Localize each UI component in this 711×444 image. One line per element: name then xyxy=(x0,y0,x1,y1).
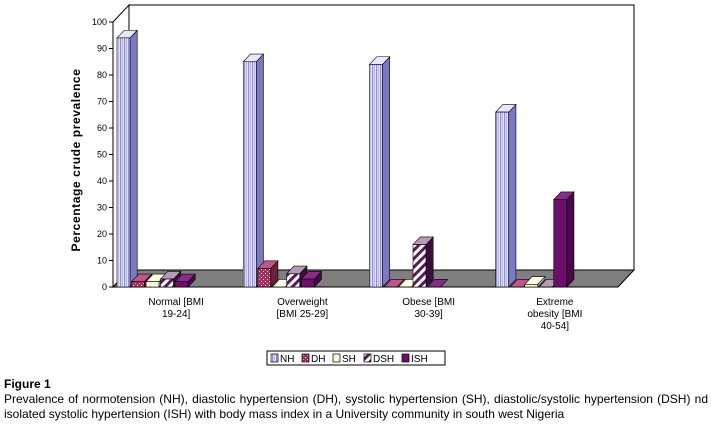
legend-swatch-dsh xyxy=(363,353,372,363)
legend-box xyxy=(266,350,446,366)
legend-label-dsh: DSH xyxy=(373,354,394,365)
y-tick-label: 20 xyxy=(97,229,107,239)
bar-nh-0 xyxy=(116,29,138,288)
legend-label-dh: DH xyxy=(311,354,325,365)
category-label-1: Overweight [BMI 25-29] xyxy=(277,297,329,320)
bar-ish-3 xyxy=(553,191,575,288)
legend-label-sh: SH xyxy=(342,354,356,365)
y-axis: 0 10 20 30 40 50 60 70 80 90 100 xyxy=(92,17,114,292)
y-tick-label: 30 xyxy=(97,203,107,213)
y-tick-label: 100 xyxy=(92,17,107,27)
y-tick-label: 40 xyxy=(97,176,107,186)
caption-title: Figure 1 xyxy=(4,377,51,391)
legend-swatch-sh xyxy=(332,353,341,363)
bars xyxy=(116,29,575,288)
figure-caption: Figure 1 Prevalence of normotension (NH)… xyxy=(4,377,708,422)
bar-dsh-2 xyxy=(412,236,434,288)
category-label-3: Extreme obesity [BMI 40-54] xyxy=(527,297,582,332)
legend-swatch-dh xyxy=(301,353,310,363)
bar-dh-1 xyxy=(257,260,279,288)
bar-ish-2 xyxy=(426,279,449,288)
y-tick-label: 0 xyxy=(102,282,107,292)
y-axis-label: Percentage crude prevalence xyxy=(69,69,83,252)
y-tick-label: 10 xyxy=(97,256,107,266)
bar-dh-2 xyxy=(383,279,405,288)
y-tick-label: 60 xyxy=(97,123,107,133)
bar-ish-1 xyxy=(300,270,323,288)
legend: NH DH SH DSH ISH xyxy=(266,350,446,366)
bar-ish-0 xyxy=(174,273,196,288)
bar-nh-1 xyxy=(242,53,265,288)
legend-label-ish: ISH xyxy=(411,354,428,365)
bar-sh-3 xyxy=(524,275,546,288)
y-tick-label: 50 xyxy=(97,150,107,160)
category-label-2: Obese [BMI 30-39] xyxy=(402,297,455,320)
y-tick-label: 80 xyxy=(97,70,107,80)
chart: 0 10 20 30 40 50 60 70 80 90 100 Normal [BMI 19-24]… xyxy=(69,3,636,366)
caption-text: Prevalence of normotension (NH), diastol… xyxy=(4,392,708,421)
x-axis-labels: Normal [BMI 19-24] Overweight [BMI 25-29] Ob… xyxy=(148,297,582,332)
category-label-0: Normal [BMI 19-24] xyxy=(148,297,204,320)
legend-label-nh: NH xyxy=(280,354,294,365)
y-tick-label: 90 xyxy=(97,44,107,54)
y-tick-label: 70 xyxy=(97,97,107,107)
legend-swatch-ish xyxy=(401,353,410,363)
bar-nh-3 xyxy=(495,103,517,288)
bar-nh-2 xyxy=(368,55,391,288)
legend-swatch-nh xyxy=(270,353,279,363)
